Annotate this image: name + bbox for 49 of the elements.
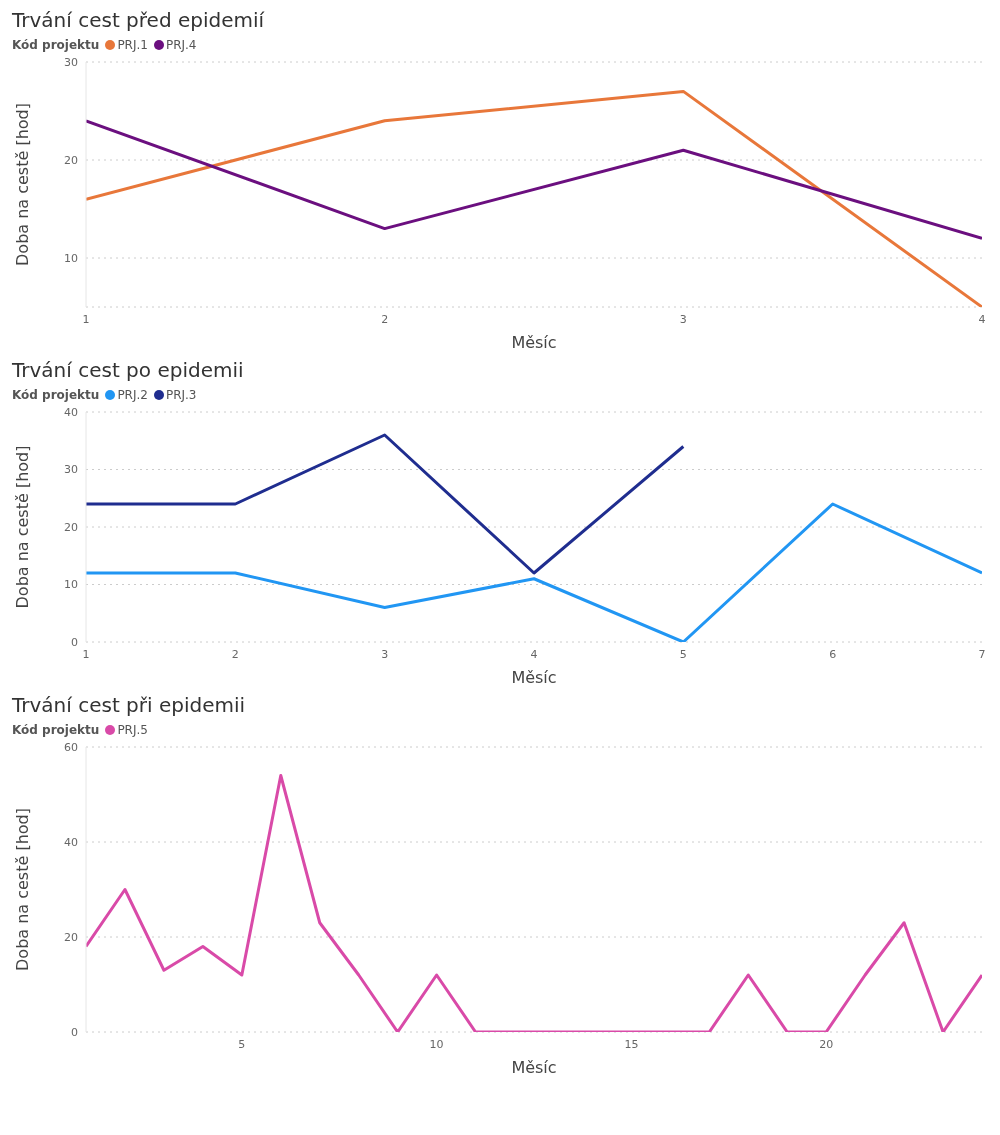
x-tick-label: 1 bbox=[82, 312, 90, 326]
x-tick-label: 2 bbox=[231, 647, 239, 661]
line-series bbox=[86, 89, 982, 307]
y-tick-label: 20 bbox=[64, 153, 78, 167]
x-tick-label: 5 bbox=[238, 1037, 246, 1051]
chart-title: Trvání cest před epidemií bbox=[12, 8, 266, 32]
legend-title: Kód projektu bbox=[12, 38, 100, 52]
legend-title: Kód projektu bbox=[12, 388, 100, 402]
y-tick-label: 10 bbox=[64, 578, 78, 592]
line-series bbox=[86, 119, 982, 240]
x-tick-label: 1 bbox=[82, 647, 90, 661]
x-tick-label: 4 bbox=[978, 312, 986, 326]
y-tick-label: 20 bbox=[64, 930, 78, 944]
y-tick-label: 0 bbox=[71, 1025, 78, 1039]
y-tick-label: 60 bbox=[64, 740, 78, 754]
chart-title: Trvání cest při epidemii bbox=[12, 693, 247, 717]
x-axis-title: Měsíc bbox=[511, 333, 557, 352]
line-series bbox=[86, 502, 982, 642]
y-axis-title: Doba na cestě [hod] bbox=[12, 808, 32, 971]
legend-label: PRJ.1 bbox=[116, 38, 148, 52]
legend-title: Kód projektu bbox=[12, 723, 100, 737]
x-tick-label: 15 bbox=[624, 1037, 639, 1051]
x-tick-label: 7 bbox=[978, 647, 986, 661]
x-tick-label: 10 bbox=[429, 1037, 444, 1051]
legend-label: PRJ.4 bbox=[164, 38, 197, 52]
line-series bbox=[86, 774, 982, 1032]
x-tick-label: 20 bbox=[819, 1037, 834, 1051]
y-axis-title: Doba na cestě [hod] bbox=[12, 445, 32, 609]
y-tick-label: 20 bbox=[64, 520, 78, 534]
x-axis-title: Měsíc bbox=[511, 1058, 557, 1077]
x-tick-label: 3 bbox=[381, 647, 389, 661]
x-tick-label: 5 bbox=[679, 647, 687, 661]
legend-label: PRJ.3 bbox=[164, 388, 197, 402]
x-tick-label: 4 bbox=[530, 647, 538, 661]
y-axis-title: Doba na cestě [hod] bbox=[12, 103, 32, 266]
y-tick-label: 40 bbox=[64, 405, 78, 419]
chart-title: Trvání cest po epidemii bbox=[12, 358, 245, 382]
legend-label: PRJ.5 bbox=[116, 723, 148, 737]
x-tick-label: 6 bbox=[829, 647, 837, 661]
y-tick-label: 40 bbox=[64, 835, 78, 849]
x-tick-label: 3 bbox=[679, 312, 687, 326]
x-axis-title: Měsíc bbox=[511, 668, 557, 687]
y-tick-label: 10 bbox=[64, 251, 78, 265]
y-tick-label: 30 bbox=[64, 55, 78, 69]
line-series bbox=[86, 433, 685, 575]
y-tick-label: 30 bbox=[64, 463, 78, 477]
legend-label: PRJ.2 bbox=[116, 388, 148, 402]
x-tick-label: 2 bbox=[381, 312, 389, 326]
y-tick-label: 0 bbox=[71, 635, 78, 649]
